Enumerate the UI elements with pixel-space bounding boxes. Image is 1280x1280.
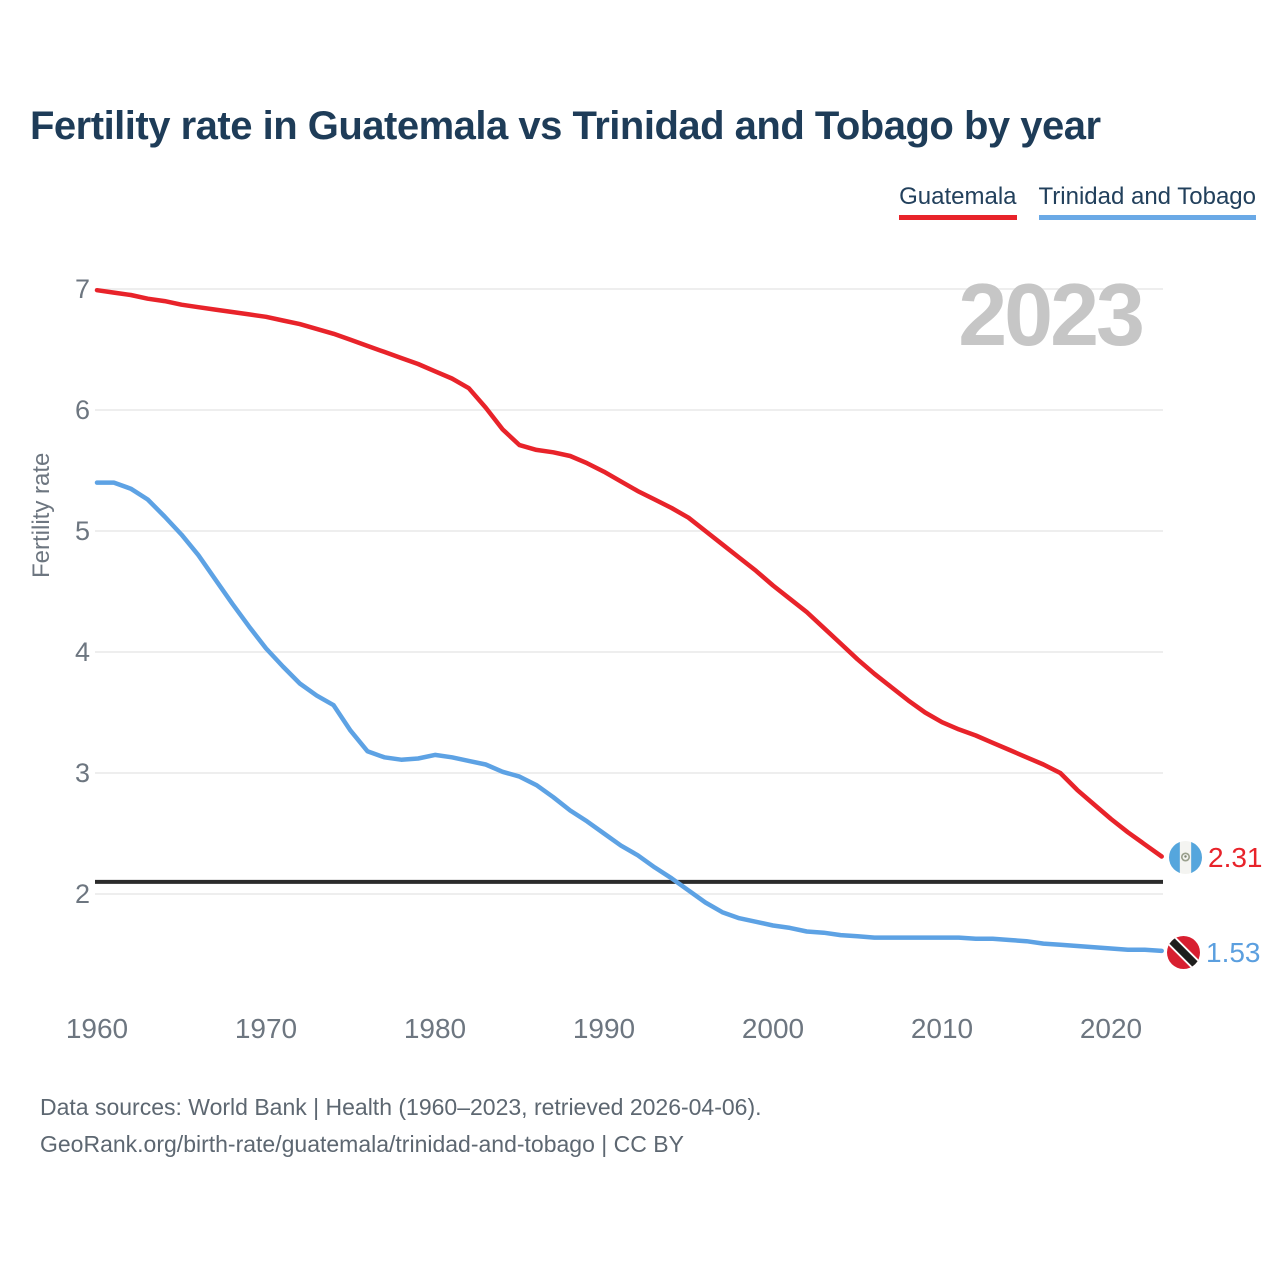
page-title: Fertility rate in Guatemala vs Trinidad … [30, 104, 1101, 148]
legend-item-guatemala[interactable]: Guatemala [899, 183, 1017, 220]
y-tick-label-4: 4 [74, 637, 90, 667]
x-tick-label-2020: 2020 [1079, 1013, 1143, 1044]
x-tick-label-1990: 1990 [572, 1013, 636, 1044]
footer-data-sources: Data sources: World Bank | Health (1960–… [40, 1094, 762, 1120]
x-tick-label-2000: 2000 [741, 1013, 805, 1044]
footer: Data sources: World Bank | Health (1960–… [40, 1089, 1140, 1163]
y-axis-title: Fertility rate [28, 452, 55, 578]
endpoint-guatemala: 2.31 [1169, 840, 1263, 874]
x-tick-label-1970: 1970 [234, 1013, 298, 1044]
x-tick-label-2010: 2010 [910, 1013, 974, 1044]
y-tick-label-2: 2 [74, 879, 90, 909]
y-tick-label-3: 3 [74, 758, 90, 788]
y-tick-label-5: 5 [74, 516, 90, 546]
endpoint-value-trinidad-and-tobago: 1.53 [1206, 936, 1261, 968]
y-tick-label-7: 7 [74, 274, 90, 304]
trinidad-and-tobago-flag-icon [1167, 935, 1200, 969]
endpoint-trinidad-and-tobago: 1.53 [1167, 935, 1261, 969]
guatemala-flag-icon [1169, 840, 1202, 874]
x-tick-label-1980: 1980 [403, 1013, 467, 1044]
current-year-watermark: 2023 [958, 265, 1145, 364]
endpoint-value-guatemala: 2.31 [1208, 841, 1263, 873]
legend-item-trinidad-and-tobago[interactable]: Trinidad and Tobago [1038, 183, 1256, 220]
footer-attribution: GeoRank.org/birth-rate/guatemala/trinida… [40, 1131, 684, 1157]
x-tick-label-1960: 1960 [65, 1013, 129, 1044]
series-line-trinidad-and-tobago [94, 480, 1164, 954]
legend: Guatemala Trinidad and Tobago [899, 183, 1256, 220]
y-tick-label-6: 6 [74, 395, 90, 425]
series-line-guatemala [94, 287, 1164, 859]
